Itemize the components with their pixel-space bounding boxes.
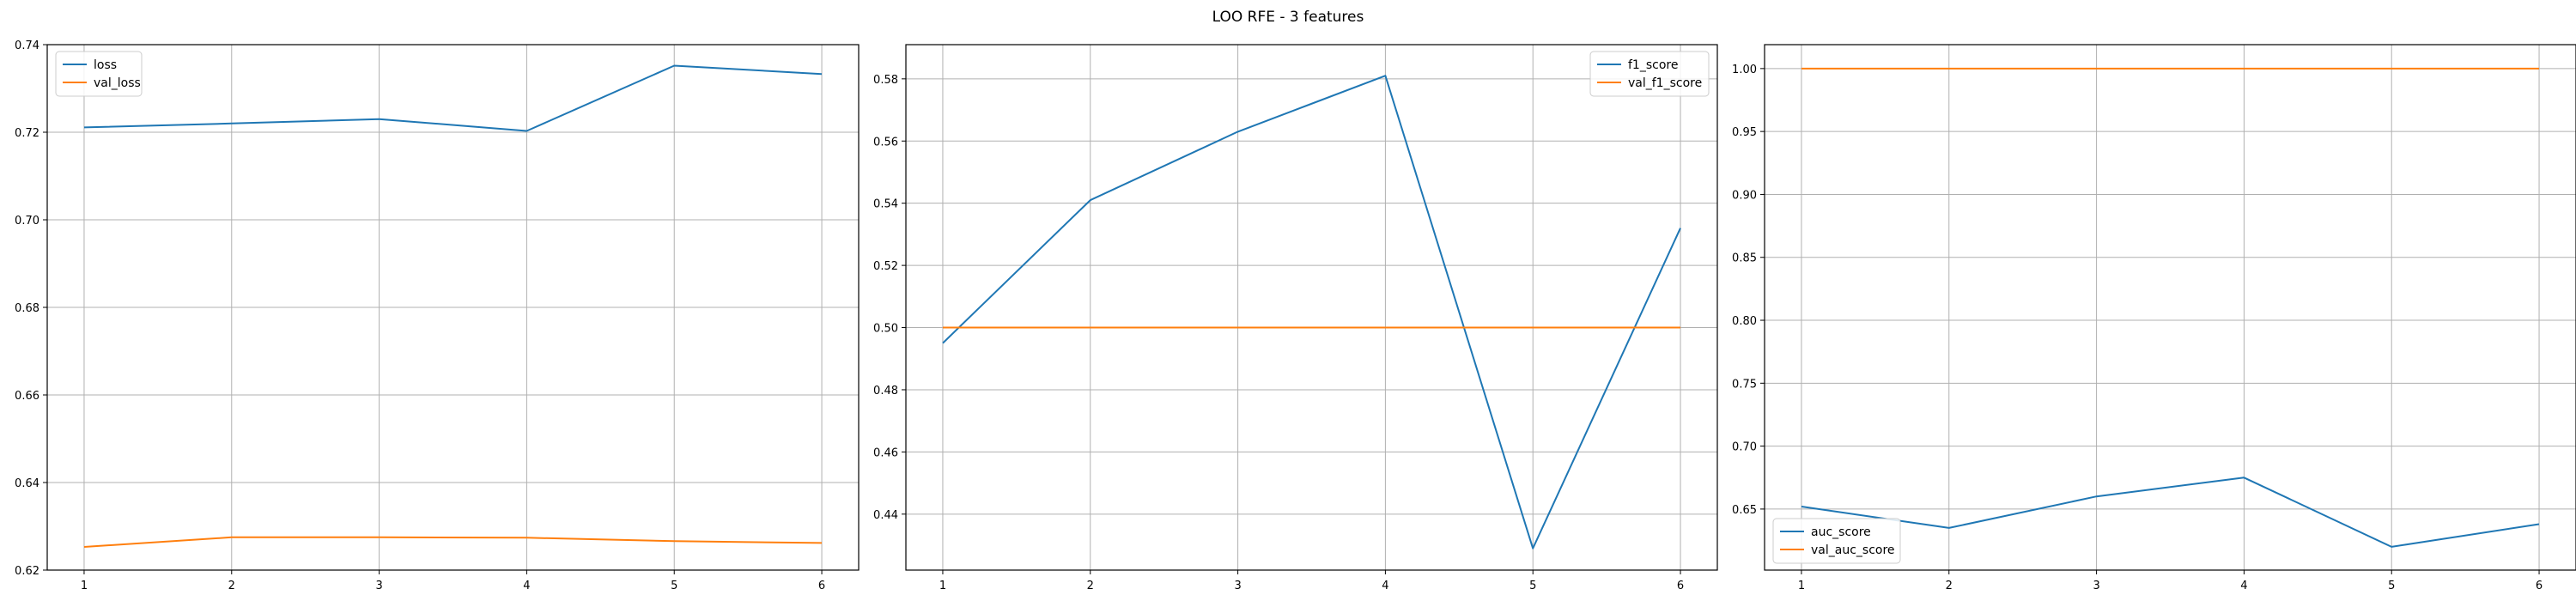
series-line-val_loss	[83, 536, 823, 548]
x-tick-label: 5	[2388, 580, 2395, 592]
legend-label: val_f1_score	[1628, 76, 1702, 90]
x-tick-label: 5	[671, 580, 677, 592]
x-tick-label: 4	[1382, 580, 1388, 592]
x-tick-label: 3	[375, 580, 382, 592]
y-tick-label: 0.85	[1732, 252, 1757, 265]
y-tick-label: 0.95	[1732, 126, 1757, 139]
chart-panel-3: 1 2 3 4 5 6 0.65 0.70 0.75 0.80 0.85 0.90 0.95 1.00 au…	[1732, 44, 2576, 592]
y-tick-label: 1.00	[1732, 64, 1757, 76]
series-line-auc_score	[1801, 477, 2540, 548]
x-tick-label: 1	[939, 580, 946, 592]
y-tick-label: 0.64	[15, 477, 39, 490]
y-tick-label: 0.58	[873, 74, 898, 87]
y-tick-label: 0.70	[15, 215, 39, 228]
y-tick-label: 0.75	[1732, 378, 1757, 391]
chart-panel-2: 1 2 3 4 5 6 0.44 0.46 0.48 0.50 0.52 0.54 0.56 0.58 f1…	[873, 44, 1718, 592]
x-tick-label: 2	[1946, 580, 1953, 592]
y-tick-label: 0.44	[873, 509, 898, 522]
x-tick-label: 5	[1529, 580, 1536, 592]
y-tick-label: 0.46	[873, 446, 898, 459]
axes-frame	[1764, 44, 2576, 571]
x-tick-label: 6	[1677, 580, 1684, 592]
x-tick-label: 6	[2536, 580, 2543, 592]
x-tick-label: 1	[81, 580, 88, 592]
y-tick-label: 0.66	[15, 390, 39, 403]
y-tick-label: 0.52	[873, 260, 898, 273]
legend: loss val_loss	[55, 51, 143, 97]
x-tick-label: 4	[2240, 580, 2247, 592]
legend-label: val_auc_score	[1811, 543, 1895, 557]
y-tick-label: 0.68	[15, 302, 39, 315]
y-tick-label: 0.74	[15, 39, 39, 52]
series-line-f1_score	[942, 75, 1681, 549]
y-tick-label: 0.90	[1732, 189, 1757, 202]
x-tick-label: 1	[1798, 580, 1805, 592]
y-tick-label: 0.80	[1732, 315, 1757, 328]
y-tick-label: 0.54	[873, 198, 898, 211]
axes-frame	[905, 44, 1718, 571]
legend: f1_score val_f1_score	[1589, 51, 1710, 97]
x-tick-label: 2	[228, 580, 235, 592]
x-tick-label: 3	[2093, 580, 2099, 592]
y-tick-label: 0.62	[15, 565, 39, 578]
y-tick-label: 0.72	[15, 127, 39, 140]
x-tick-label: 6	[818, 580, 825, 592]
x-tick-label: 4	[523, 580, 530, 592]
y-tick-label: 0.70	[1732, 441, 1757, 454]
legend: auc_score val_auc_score	[1772, 518, 1901, 564]
figure-title: LOO RFE - 3 features	[1212, 9, 1364, 26]
legend-label: val_loss	[94, 76, 141, 90]
y-tick-label: 0.48	[873, 385, 898, 398]
chart-panel-1: 1 2 3 4 5 6 0.62 0.64 0.66 0.68 0.70 0.72 0.74 loss va…	[15, 39, 860, 592]
legend-box	[1589, 51, 1710, 97]
x-tick-label: 3	[1234, 580, 1241, 592]
legend-label: f1_score	[1628, 58, 1678, 72]
y-tick-label: 0.50	[873, 323, 898, 336]
legend-label: auc_score	[1811, 525, 1871, 539]
series-line-loss	[83, 64, 823, 132]
x-tick-label: 2	[1087, 580, 1094, 592]
y-tick-label: 0.56	[873, 136, 898, 149]
y-tick-label: 0.65	[1732, 504, 1757, 517]
legend-box	[1772, 518, 1901, 564]
legend-box	[55, 51, 143, 97]
legend-label: loss	[94, 58, 117, 72]
